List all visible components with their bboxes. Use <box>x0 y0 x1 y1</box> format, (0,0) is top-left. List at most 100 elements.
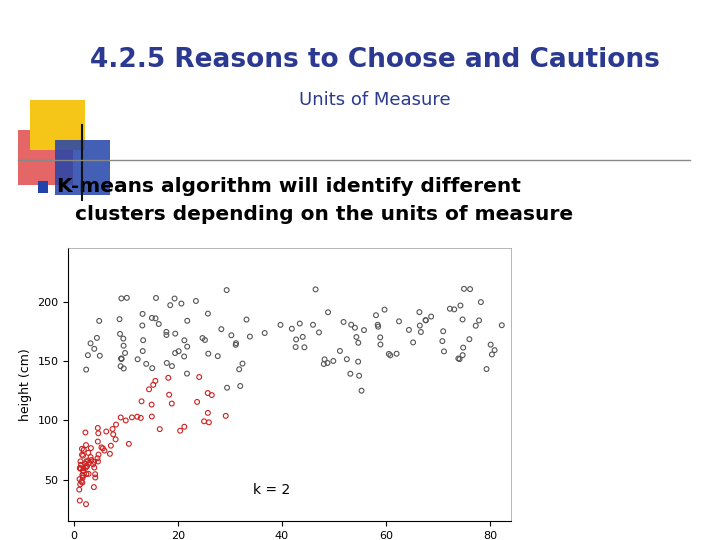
Point <box>83 470 94 478</box>
Point <box>374 340 386 349</box>
Point <box>94 316 105 325</box>
Point <box>85 453 96 461</box>
Point <box>449 305 460 314</box>
Point <box>481 364 492 373</box>
Point <box>353 339 364 347</box>
Point <box>486 350 498 359</box>
Point <box>215 325 227 334</box>
Point <box>240 315 252 324</box>
Point <box>74 496 86 505</box>
Point <box>161 330 172 339</box>
Point <box>81 462 93 470</box>
Point <box>221 286 233 294</box>
Point <box>89 457 100 466</box>
Point <box>81 365 92 374</box>
Point <box>438 347 450 356</box>
Point <box>76 444 88 453</box>
Point <box>374 333 386 342</box>
Point <box>181 342 193 351</box>
Point <box>81 470 92 478</box>
Point <box>117 334 129 343</box>
Point <box>259 329 271 338</box>
Point <box>203 418 215 427</box>
Bar <box>38 181 48 193</box>
Point <box>161 328 172 336</box>
Point <box>436 337 448 346</box>
Point <box>372 322 384 331</box>
Point <box>82 456 94 465</box>
Point <box>464 285 476 293</box>
Point <box>114 315 125 323</box>
Point <box>290 335 302 344</box>
Bar <box>30 100 85 150</box>
Point <box>384 351 396 360</box>
Point <box>286 325 297 333</box>
Point <box>84 458 95 467</box>
Point <box>319 355 330 363</box>
Point <box>76 477 87 486</box>
Point <box>176 299 187 308</box>
Point <box>299 343 310 352</box>
Point <box>341 355 353 363</box>
Point <box>81 457 92 465</box>
Point <box>230 339 242 348</box>
Point <box>161 359 173 367</box>
Point <box>163 390 175 399</box>
Point <box>78 467 89 475</box>
Point <box>393 317 405 326</box>
Point <box>244 332 256 341</box>
Point <box>415 328 427 336</box>
Point <box>457 351 469 360</box>
Point <box>88 483 99 491</box>
Point <box>153 320 165 328</box>
Point <box>143 385 155 394</box>
Point <box>85 339 96 348</box>
Point <box>489 346 500 354</box>
Point <box>115 413 127 422</box>
Point <box>123 440 135 448</box>
Point <box>372 320 384 329</box>
Point <box>80 463 91 472</box>
Point <box>233 365 245 374</box>
Point <box>73 475 85 483</box>
Point <box>457 343 469 352</box>
Point <box>318 360 330 368</box>
Point <box>174 427 186 435</box>
Point <box>206 391 217 400</box>
Text: clusters depending on the units of measure: clusters depending on the units of measu… <box>75 206 573 225</box>
Point <box>307 320 319 329</box>
Point <box>359 326 370 334</box>
Text: K-means algorithm will identify different: K-means algorithm will identify differen… <box>57 178 521 197</box>
Point <box>438 327 449 335</box>
Point <box>464 335 475 343</box>
Point <box>135 414 147 422</box>
Point <box>403 326 415 334</box>
Point <box>93 429 104 437</box>
Point <box>75 461 86 469</box>
Point <box>420 316 431 325</box>
Point <box>116 294 127 303</box>
Y-axis label: height (cm): height (cm) <box>19 348 32 421</box>
Bar <box>55 140 110 195</box>
Point <box>173 347 184 355</box>
Point <box>458 285 469 293</box>
Point <box>194 373 205 381</box>
Point <box>354 372 365 380</box>
Point <box>110 435 122 444</box>
Point <box>164 301 176 309</box>
Point <box>414 321 426 330</box>
Point <box>475 298 487 306</box>
Point <box>454 301 466 310</box>
Point <box>85 444 96 453</box>
Point <box>91 454 103 463</box>
Point <box>473 316 485 325</box>
Point <box>76 450 88 459</box>
Point <box>136 397 148 406</box>
Point <box>82 351 94 360</box>
Point <box>116 355 127 363</box>
Point <box>115 354 127 363</box>
Bar <box>18 130 73 185</box>
Point <box>120 416 132 425</box>
Point <box>181 316 193 325</box>
Point <box>120 349 131 357</box>
